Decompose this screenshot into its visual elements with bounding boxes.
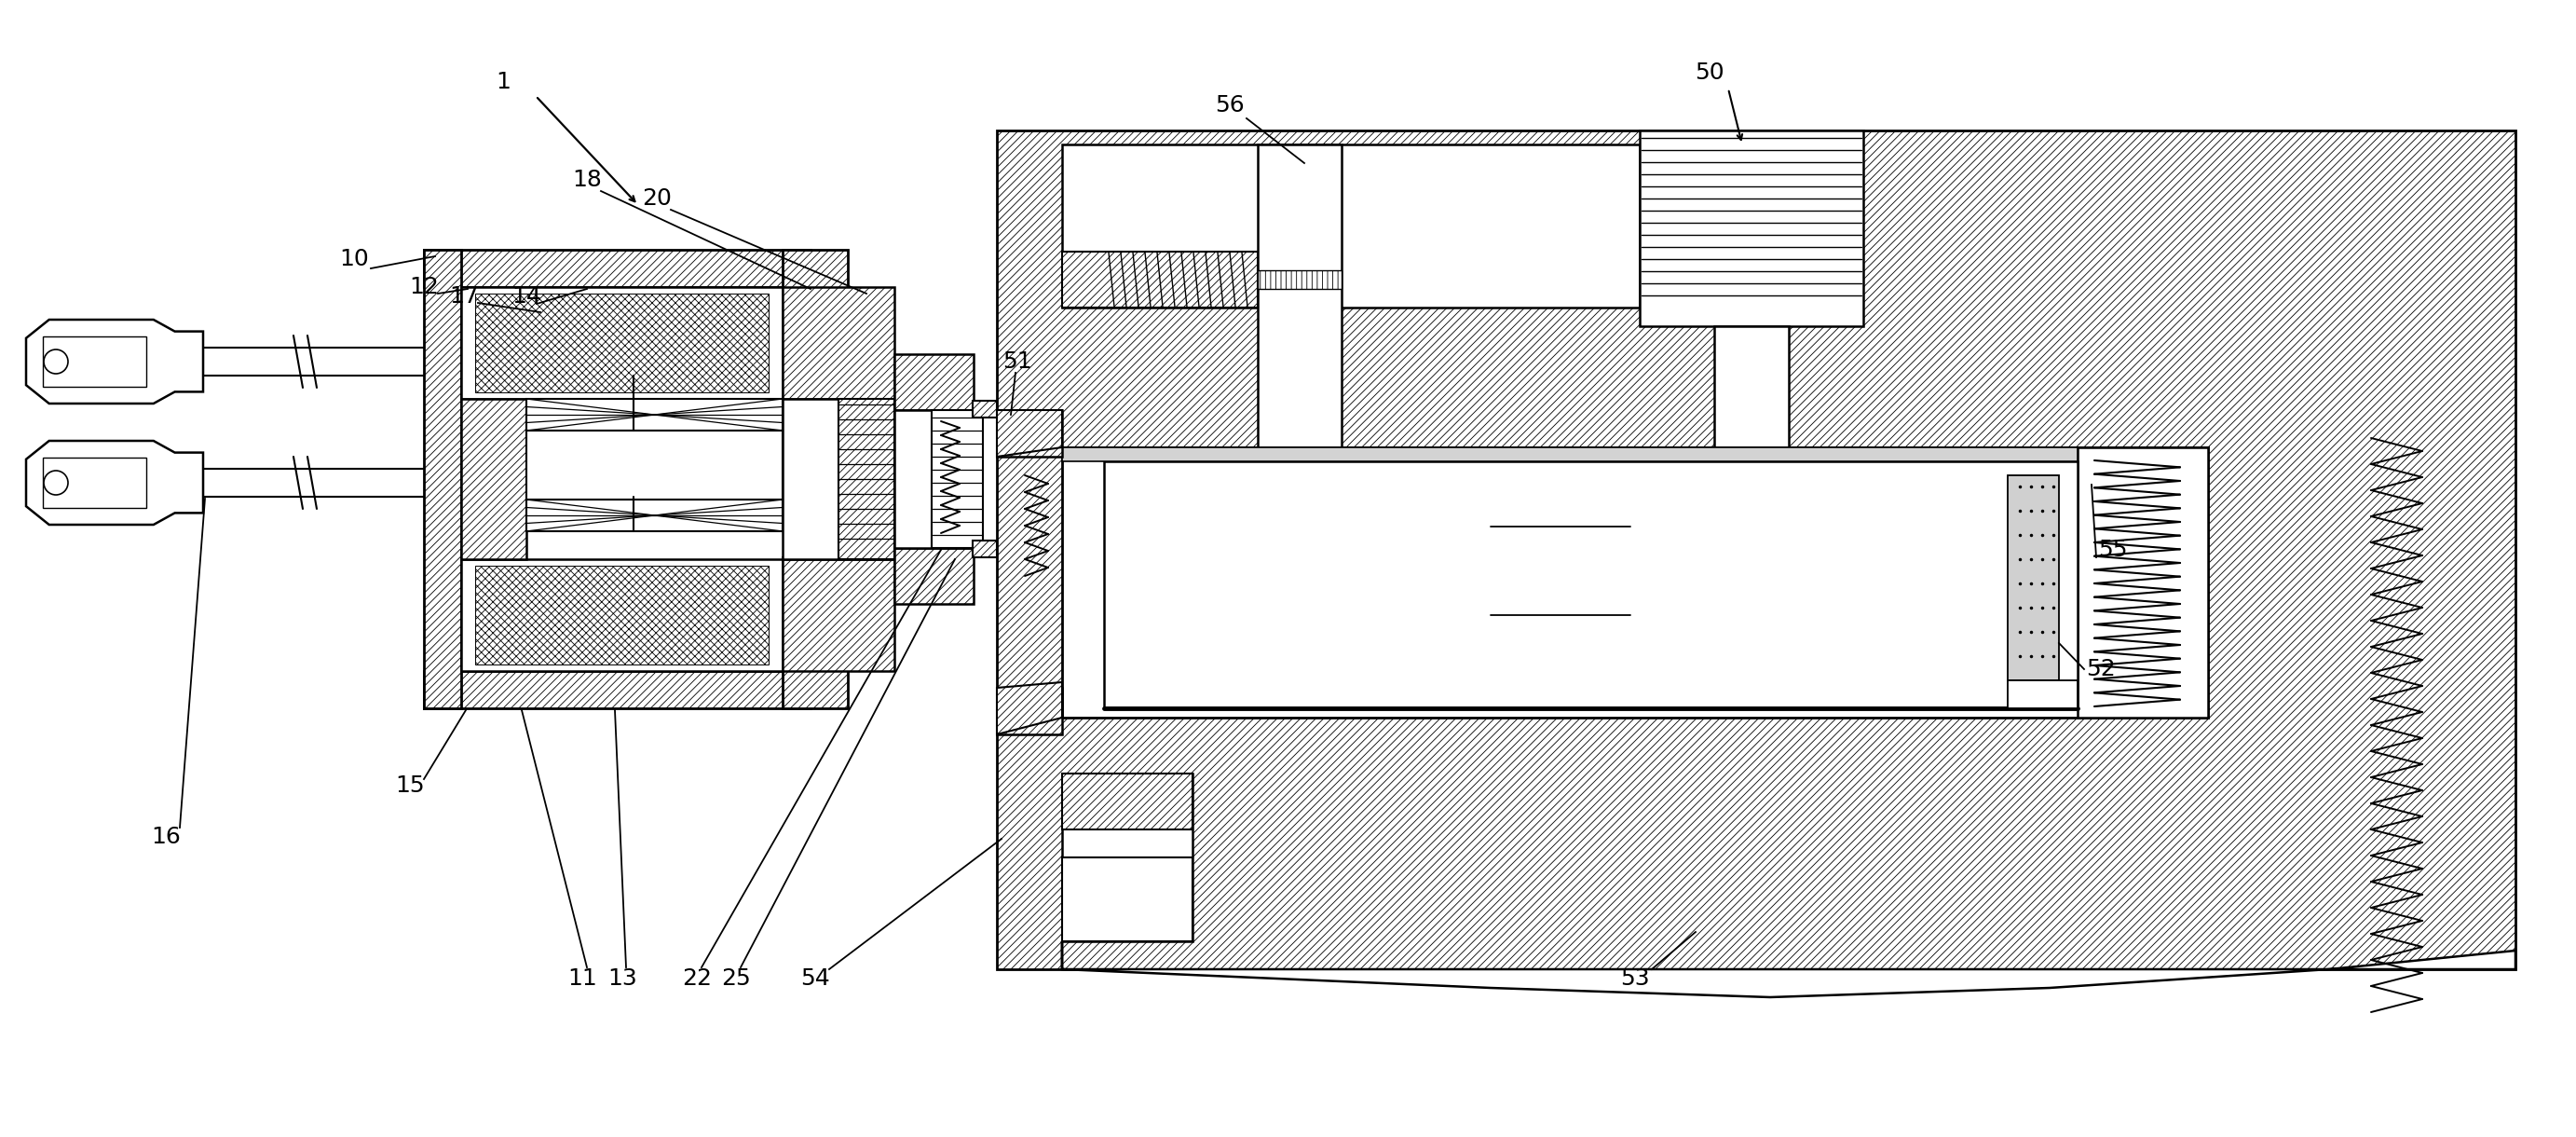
Bar xyxy=(1641,131,1862,326)
Text: 16: 16 xyxy=(152,825,180,848)
Bar xyxy=(2007,475,2058,680)
Text: 17: 17 xyxy=(448,285,479,307)
Text: 54: 54 xyxy=(801,968,829,989)
Bar xyxy=(783,287,894,399)
Polygon shape xyxy=(1257,271,1342,289)
Text: 20: 20 xyxy=(641,188,672,209)
Bar xyxy=(783,557,848,708)
Bar xyxy=(2007,680,2079,708)
Text: 10: 10 xyxy=(340,248,368,271)
Bar xyxy=(894,548,974,604)
Bar xyxy=(894,410,974,548)
Bar xyxy=(461,559,783,671)
Bar xyxy=(1061,773,1193,941)
Circle shape xyxy=(44,349,67,374)
Text: 12: 12 xyxy=(410,276,438,298)
Text: 53: 53 xyxy=(1620,968,1649,989)
Bar xyxy=(526,399,783,431)
Text: 52: 52 xyxy=(2087,658,2115,680)
Circle shape xyxy=(44,471,67,495)
Bar xyxy=(474,293,768,392)
Polygon shape xyxy=(997,410,1061,457)
Bar xyxy=(974,540,997,557)
Bar xyxy=(933,410,984,548)
Bar xyxy=(783,559,894,671)
Bar xyxy=(1105,462,2079,708)
Bar xyxy=(2079,447,2208,717)
Bar xyxy=(783,250,848,400)
Polygon shape xyxy=(997,682,1061,735)
Bar xyxy=(1713,326,1788,447)
Text: 25: 25 xyxy=(721,968,750,989)
Text: 50: 50 xyxy=(1695,61,1723,84)
Bar xyxy=(425,250,811,287)
Bar xyxy=(474,566,768,664)
Bar xyxy=(1061,447,2208,717)
Text: 55: 55 xyxy=(2099,539,2128,561)
Bar xyxy=(526,431,783,499)
Bar xyxy=(1061,857,1193,941)
Bar xyxy=(997,410,1061,457)
Text: 14: 14 xyxy=(513,285,541,307)
Polygon shape xyxy=(26,319,204,404)
Bar xyxy=(1061,144,1641,307)
Bar xyxy=(837,399,894,559)
Bar xyxy=(1257,144,1342,447)
Polygon shape xyxy=(26,441,204,524)
Bar xyxy=(461,399,526,559)
Bar xyxy=(425,671,811,708)
Text: 18: 18 xyxy=(572,168,603,191)
Text: 1: 1 xyxy=(495,70,510,93)
Bar xyxy=(783,399,894,559)
Bar xyxy=(1061,447,2079,462)
Bar xyxy=(894,354,974,410)
Bar xyxy=(1061,251,1257,307)
Bar xyxy=(997,688,1061,735)
Bar xyxy=(974,400,997,417)
Bar xyxy=(526,499,783,531)
Text: 56: 56 xyxy=(1216,94,1244,116)
Bar xyxy=(461,287,783,399)
Polygon shape xyxy=(1061,941,2514,997)
Text: 11: 11 xyxy=(567,968,598,989)
Text: 51: 51 xyxy=(1002,350,1033,373)
Bar xyxy=(1061,773,1193,830)
Text: 22: 22 xyxy=(683,968,711,989)
Bar xyxy=(425,250,461,708)
Text: 13: 13 xyxy=(608,968,636,989)
Text: 15: 15 xyxy=(394,774,425,797)
Bar xyxy=(997,131,2514,969)
